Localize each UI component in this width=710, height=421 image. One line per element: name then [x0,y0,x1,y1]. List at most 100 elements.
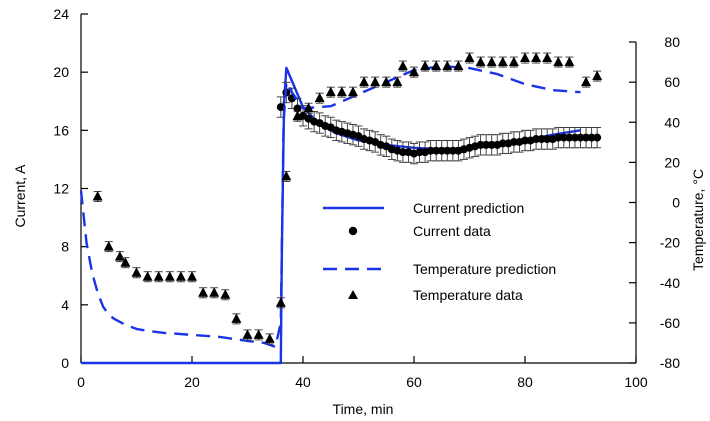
temperature-data-point [253,329,264,339]
current-data-point [587,133,596,142]
temperature-data-point [120,257,131,267]
temperature-data-point [592,70,603,81]
current-data-point [432,146,441,155]
y-tick-label: 20 [53,64,69,80]
temperature-data-point [187,271,197,281]
current-data-point [498,139,507,148]
temperature-data-point [420,60,431,71]
temperature-data-point [281,170,292,181]
temperature-data-point [553,56,564,67]
temperature-data-point [231,313,242,323]
current-data-point [554,133,563,142]
y-tick-label: 24 [53,6,69,22]
temperature-data-point [142,271,153,281]
temperature-data-point [392,76,403,87]
current-data-point [398,148,407,157]
legend-temperature-prediction-label: Temperature prediction [413,261,556,277]
current-data-point [443,146,452,155]
current-data-point [559,133,568,142]
temperature-data-point [220,289,231,299]
temperature-data-point [508,56,519,67]
right-y-axis-label: Temperature, °C [690,169,706,271]
temperature-data-point [264,333,275,343]
current-data-point [593,133,602,142]
temperature-data-point [209,287,220,297]
current-data-point [537,135,546,144]
left-y-axis-label: Current, A [12,164,28,228]
temperature-data-point [336,86,347,97]
temperature-data-point [292,110,303,121]
y2-tick-label: -80 [660,355,680,371]
current-data-point [482,140,491,149]
y-tick-label: 16 [53,122,69,138]
legend-temperature-data-swatch [348,290,358,299]
x-tick-label: 100 [624,374,648,390]
current-data-point [437,146,446,155]
y2-tick-label: 40 [664,114,680,130]
temperature-data-point [92,190,103,201]
x-tick-label: 40 [295,374,311,390]
x-tick-label: 60 [406,374,422,390]
temperature-data-point [475,56,486,67]
y2-tick-label: 0 [672,195,680,211]
temperature-data-point [442,60,453,71]
current-data-point [532,135,541,144]
temperature-data-point [520,52,530,63]
current-data-point [570,133,579,142]
temperature-data-point [314,92,325,103]
current-data-point [582,133,591,142]
temperature-data-point [581,76,592,87]
temperature-data-point [275,297,286,307]
temperature-data-point [486,56,497,67]
y2-tick-label: -60 [660,315,680,331]
temperature-data-point [381,76,392,87]
legend-temperature-data-label: Temperature data [413,287,523,303]
temperature-data-point [175,271,186,281]
y2-tick-label: 60 [664,74,680,90]
current-data-point [476,140,485,149]
current-data-point [415,148,424,157]
current-data-point [576,133,585,142]
temperature-data-point [542,52,553,63]
temperature-data-point [431,60,442,71]
legend-current-prediction-label: Current prediction [413,200,524,216]
current-data-point [509,137,518,146]
temperature-data-point [531,52,542,63]
temperature-data-point [359,76,370,87]
y2-tick-label: -40 [660,275,680,291]
temperature-data-point [497,56,508,67]
current-data-point [521,136,529,145]
current-data-point [448,146,457,155]
y-tick-label: 0 [61,355,69,371]
legend-current-data-swatch [348,226,358,236]
y-tick-label: 12 [53,181,69,197]
temperature-data-point [131,267,142,277]
current-data-point [487,140,496,149]
y-tick-label: 8 [61,239,69,255]
temperature-data-point [242,329,253,339]
y2-tick-label: -20 [660,235,680,251]
temperature-data-point [303,102,314,113]
y2-tick-label: 80 [664,34,680,50]
temperature-data-point [164,271,175,281]
current-data-point [276,103,285,112]
temperature-data-point [153,271,164,281]
legend-current-data-label: Current data [413,223,491,239]
current-data-point [293,104,302,113]
temperature-data-point [198,287,209,297]
left-y-axis-ticks: 0 4 8 12 16 20 24 [53,6,88,371]
temperature-data-point [464,52,475,63]
temperature-data-point [370,76,381,87]
temperature-data-point [453,60,464,71]
x-axis-ticks: 0 20 40 60 80 100 [77,356,648,390]
y-tick-label: 4 [61,297,69,313]
current-data-point [426,146,435,155]
current-data-point [565,133,574,142]
x-tick-label: 0 [77,374,85,390]
right-y-axis-ticks: -80 -60 -40 -20 0 20 40 60 80 [629,34,680,371]
temperature-data-point [114,251,125,261]
current-data-markers [276,81,602,165]
temperature-data-point [409,66,419,77]
plot-series [79,52,603,365]
